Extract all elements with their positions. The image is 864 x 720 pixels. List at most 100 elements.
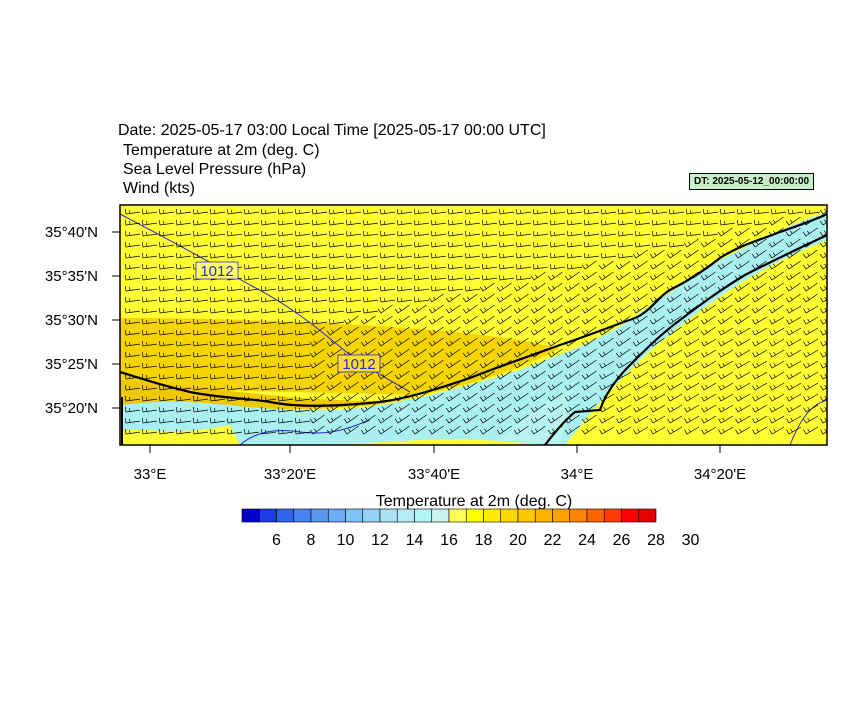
wind-barb <box>719 208 735 215</box>
wind-barb <box>566 252 582 259</box>
wind-barb <box>786 393 802 402</box>
wind-barb <box>326 381 342 391</box>
wind-barb <box>243 318 259 325</box>
wind-barb <box>802 238 818 248</box>
wind-barb <box>243 263 259 270</box>
wind-barb <box>260 329 276 336</box>
wind-barb <box>445 392 461 402</box>
wind-barb <box>243 274 259 281</box>
wind-barb <box>226 252 242 259</box>
wind-barb <box>615 282 631 292</box>
colorbar-cell <box>465 508 484 523</box>
wind-barb <box>769 316 785 325</box>
wind-barb <box>462 293 478 303</box>
wind-barb <box>513 425 529 435</box>
wind-barb <box>785 227 801 237</box>
wind-barb <box>175 307 191 314</box>
wind-barb <box>345 307 361 314</box>
wind-barb <box>394 381 410 391</box>
wind-barb <box>684 382 700 391</box>
wind-barb <box>377 370 393 380</box>
wind-barb <box>752 393 768 402</box>
wind-barb <box>632 293 648 303</box>
wind-barb <box>445 414 461 424</box>
wind-barb <box>598 260 614 270</box>
wind-barb <box>413 263 429 270</box>
wind-barb <box>513 381 529 391</box>
wind-barb <box>650 393 666 402</box>
wind-barb <box>751 260 767 270</box>
wind-barb <box>243 373 259 380</box>
wind-barb <box>360 315 376 325</box>
wind-barb <box>752 426 768 435</box>
wind-barb <box>547 326 563 336</box>
wind-barb <box>464 263 480 270</box>
wind-barb <box>718 426 734 435</box>
wind-barb <box>683 326 699 336</box>
dt-badge: DT: 2025-05-12_00:00:00 <box>689 173 815 190</box>
wind-barb <box>735 349 751 358</box>
wind-barb <box>633 415 649 424</box>
wind-barb <box>343 337 359 347</box>
wind-barb <box>462 326 478 336</box>
wind-barb <box>702 208 718 215</box>
wind-barb <box>158 329 174 336</box>
wind-barb <box>701 371 717 380</box>
wind-barb <box>209 219 225 226</box>
wind-barb <box>328 241 344 248</box>
wind-barb <box>294 351 310 358</box>
wind-barb <box>581 260 597 270</box>
colorbar-tick-label: 10 <box>337 532 355 549</box>
wind-barb <box>513 293 529 303</box>
colorbar-cell <box>552 508 571 523</box>
wind-barb <box>650 426 666 435</box>
wind-barb <box>328 252 344 259</box>
wind-barb <box>802 293 818 303</box>
wind-barb <box>600 219 616 226</box>
wind-barb <box>598 282 614 292</box>
wind-barb <box>294 428 310 435</box>
wind-barb <box>192 329 208 336</box>
wind-barb <box>309 425 325 435</box>
wind-barb <box>428 304 444 314</box>
wind-barb <box>547 282 563 292</box>
wind-barb <box>311 208 327 215</box>
wind-barb <box>803 371 819 380</box>
wind-barb <box>651 230 667 237</box>
wind-barb <box>718 349 734 358</box>
lat-tick-label: 35°30'N <box>45 312 98 329</box>
wind-barb <box>413 230 429 237</box>
wind-barb <box>430 241 446 248</box>
wind-barb <box>632 348 648 358</box>
wind-barb <box>785 293 801 303</box>
wind-barb <box>615 315 631 325</box>
wind-barb <box>734 293 750 303</box>
wind-barb <box>447 274 463 281</box>
wind-barb <box>141 384 157 391</box>
wind-barb <box>700 304 716 314</box>
wind-barb <box>430 252 446 259</box>
wind-barb <box>496 326 512 336</box>
wind-barb <box>820 318 827 325</box>
wind-barb <box>226 340 242 347</box>
wind-barb <box>650 360 666 369</box>
wind-barb <box>736 219 752 226</box>
wind-barb <box>513 370 529 380</box>
wind-barb <box>719 219 735 226</box>
wind-barb <box>243 307 259 314</box>
wind-barb <box>260 263 276 270</box>
wind-barb <box>599 360 615 369</box>
wind-barb <box>343 381 359 391</box>
wind-barb <box>326 392 342 402</box>
wind-barb <box>598 337 614 347</box>
wind-barb <box>564 326 580 336</box>
wind-barb <box>243 329 259 336</box>
wind-barb <box>479 403 495 413</box>
wind-barb <box>377 348 393 358</box>
wind-barb <box>343 414 359 424</box>
lat-tick-label: 35°40'N <box>45 224 98 241</box>
wind-barb <box>802 249 818 259</box>
wind-barb <box>615 348 631 358</box>
wind-barb <box>734 260 750 270</box>
wind-barb <box>226 384 242 391</box>
